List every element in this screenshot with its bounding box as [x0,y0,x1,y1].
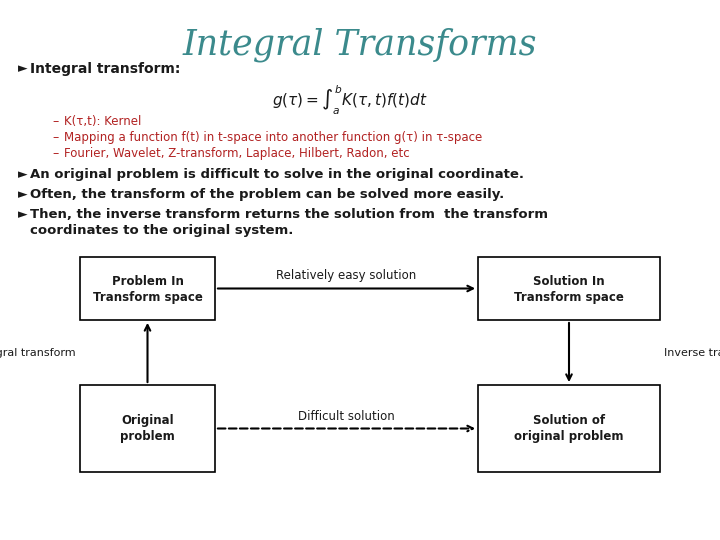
Text: Relatively easy solution: Relatively easy solution [276,269,417,282]
Text: Fourier, Wavelet, Z-transform, Laplace, Hilbert, Radon, etc: Fourier, Wavelet, Z-transform, Laplace, … [64,147,410,160]
Text: Solution In: Solution In [534,275,605,288]
Text: Transform space: Transform space [514,291,624,304]
Text: Transform space: Transform space [93,291,202,304]
Text: Then, the inverse transform returns the solution from  the transform: Then, the inverse transform returns the … [30,208,548,221]
Text: $g(\tau)=\int_a^b K(\tau,t)f(t)dt$: $g(\tau)=\int_a^b K(\tau,t)f(t)dt$ [272,84,428,117]
Text: –: – [52,147,58,160]
Text: original problem: original problem [514,430,624,443]
Bar [478,257,660,320]
Text: An original problem is difficult to solve in the original coordinate.: An original problem is difficult to solv… [30,168,524,181]
Text: –: – [52,131,58,144]
Text: Often, the transform of the problem can be solved more easily.: Often, the transform of the problem can … [30,188,504,201]
Text: ►: ► [18,62,27,75]
Text: ►: ► [18,168,27,181]
Text: ►: ► [18,188,27,201]
Text: Original: Original [121,414,174,427]
Text: ►: ► [18,208,27,221]
Text: Solution of: Solution of [533,414,605,427]
Text: Problem In: Problem In [112,275,184,288]
Bar [80,385,215,472]
Text: Mapping a function f(t) in t-space into another function g(τ) in τ-space: Mapping a function f(t) in t-space into … [64,131,482,144]
Bar [478,385,660,472]
Text: –: – [52,115,58,128]
Text: Difficult solution: Difficult solution [298,409,395,422]
Text: Inverse transform: Inverse transform [664,348,720,357]
Text: Integral transform:: Integral transform: [30,62,181,76]
Text: coordinates to the original system.: coordinates to the original system. [30,224,293,237]
Text: Integral transform: Integral transform [0,348,76,357]
Text: K(τ,t): Kernel: K(τ,t): Kernel [64,115,141,128]
Text: Integral Transforms: Integral Transforms [183,27,537,62]
Text: problem: problem [120,430,175,443]
Bar [80,257,215,320]
